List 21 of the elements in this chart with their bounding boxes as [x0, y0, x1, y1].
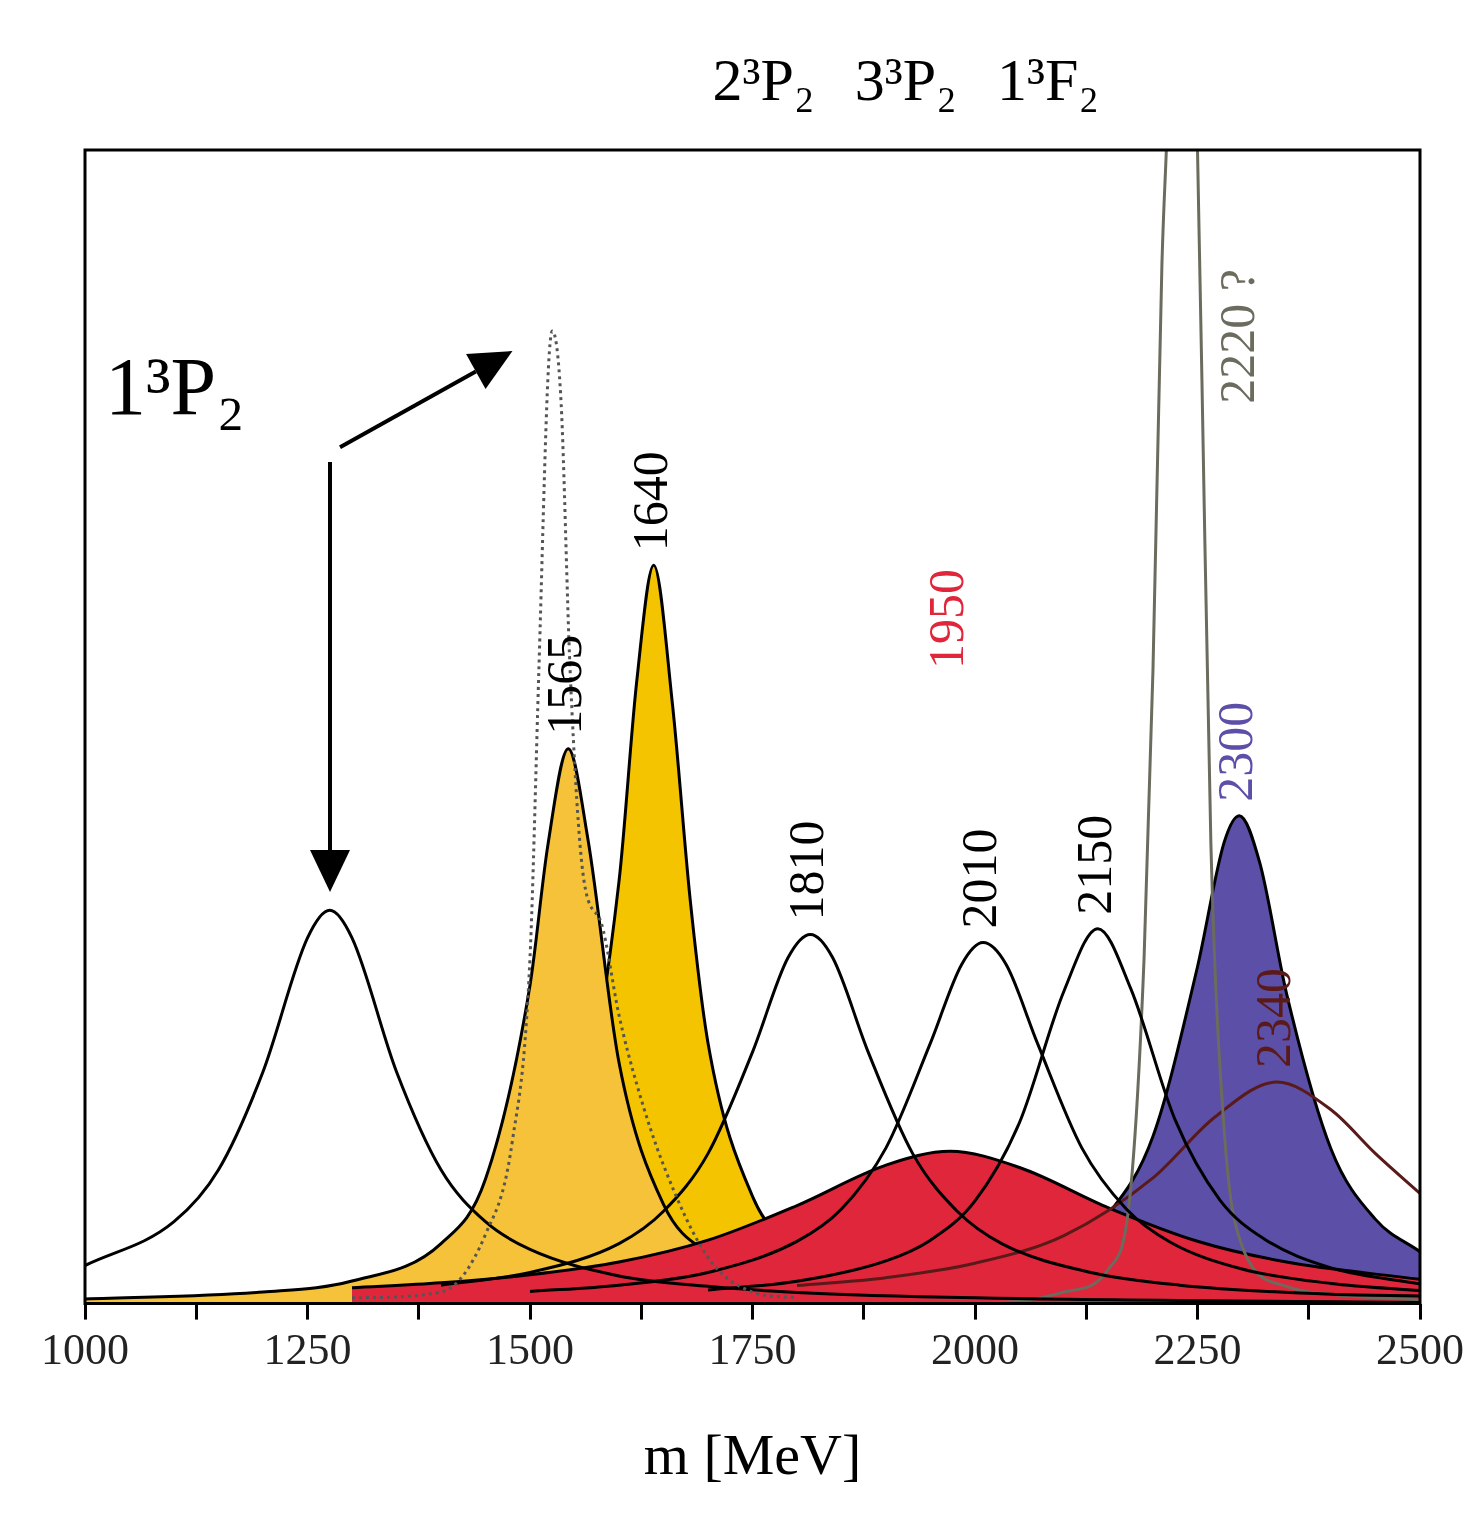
text: 1640 [621, 451, 678, 552]
text: 2300 [1207, 701, 1264, 802]
x-axis-title: m [MeV] [643, 1422, 862, 1488]
text: 3³P₂ [854, 47, 958, 113]
text: 2³P₂ [712, 47, 815, 113]
x-tick-label: 1750 [708, 1324, 797, 1374]
x-tick-label: 1500 [486, 1324, 574, 1374]
text: 2150 [1065, 814, 1122, 915]
text: 2340 [1244, 968, 1301, 1069]
x-tick-label: 2000 [931, 1324, 1019, 1374]
x-tick-label: 2250 [1153, 1324, 1242, 1374]
text: 1950 [918, 569, 975, 670]
x-tick-label: 2500 [1376, 1324, 1464, 1374]
x-tick-label: 1250 [263, 1324, 352, 1374]
text: 1565 [536, 634, 593, 735]
annotation: 1³P₂ [105, 340, 245, 432]
text: 2220 ? [1209, 269, 1266, 404]
x-tick-label: 1000 [41, 1324, 129, 1374]
text: 1³F₂ [997, 47, 1100, 113]
text: 2010 [951, 828, 1008, 929]
text: 1810 [778, 820, 835, 921]
